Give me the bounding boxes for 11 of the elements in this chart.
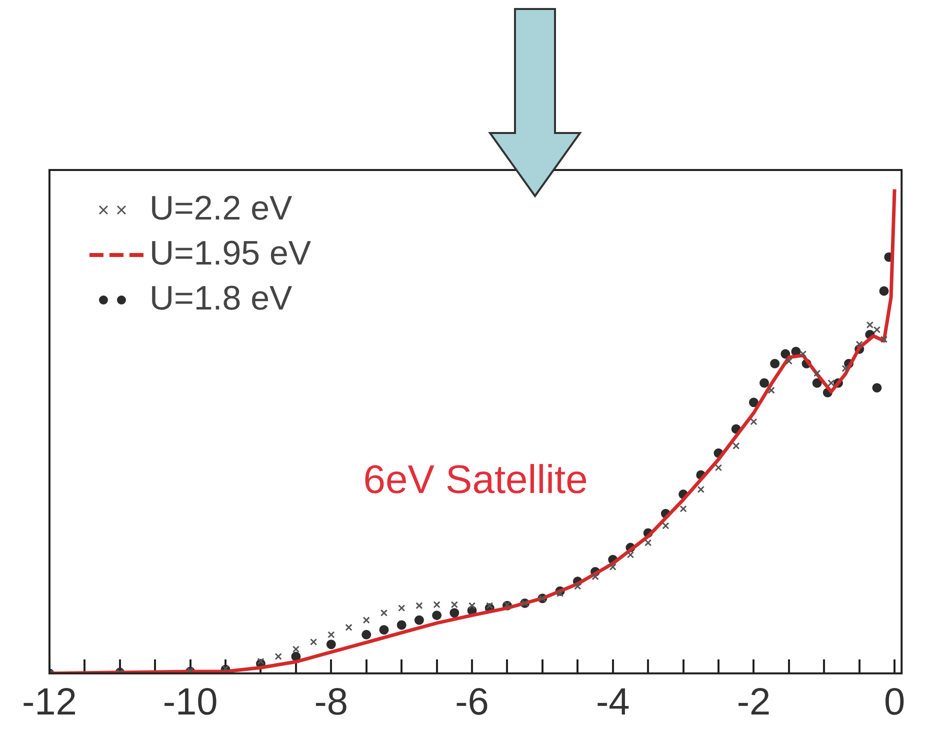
annotation: 6eV Satellite xyxy=(363,458,588,502)
legend-label: U=1.8 eV xyxy=(149,279,292,318)
x-tick-label: -2 xyxy=(736,682,771,724)
x-tick-label: -8 xyxy=(314,682,348,724)
x-tick-label: -12 xyxy=(22,682,77,724)
legend-label: U=2.2 eV xyxy=(149,189,292,228)
x-tick-label: -10 xyxy=(162,682,218,724)
x-tick-label: -6 xyxy=(455,682,489,724)
legend-label: U=1.95 eV xyxy=(149,234,312,272)
x-tick-label: 0 xyxy=(884,682,906,724)
x-tick-label: -4 xyxy=(596,682,630,724)
